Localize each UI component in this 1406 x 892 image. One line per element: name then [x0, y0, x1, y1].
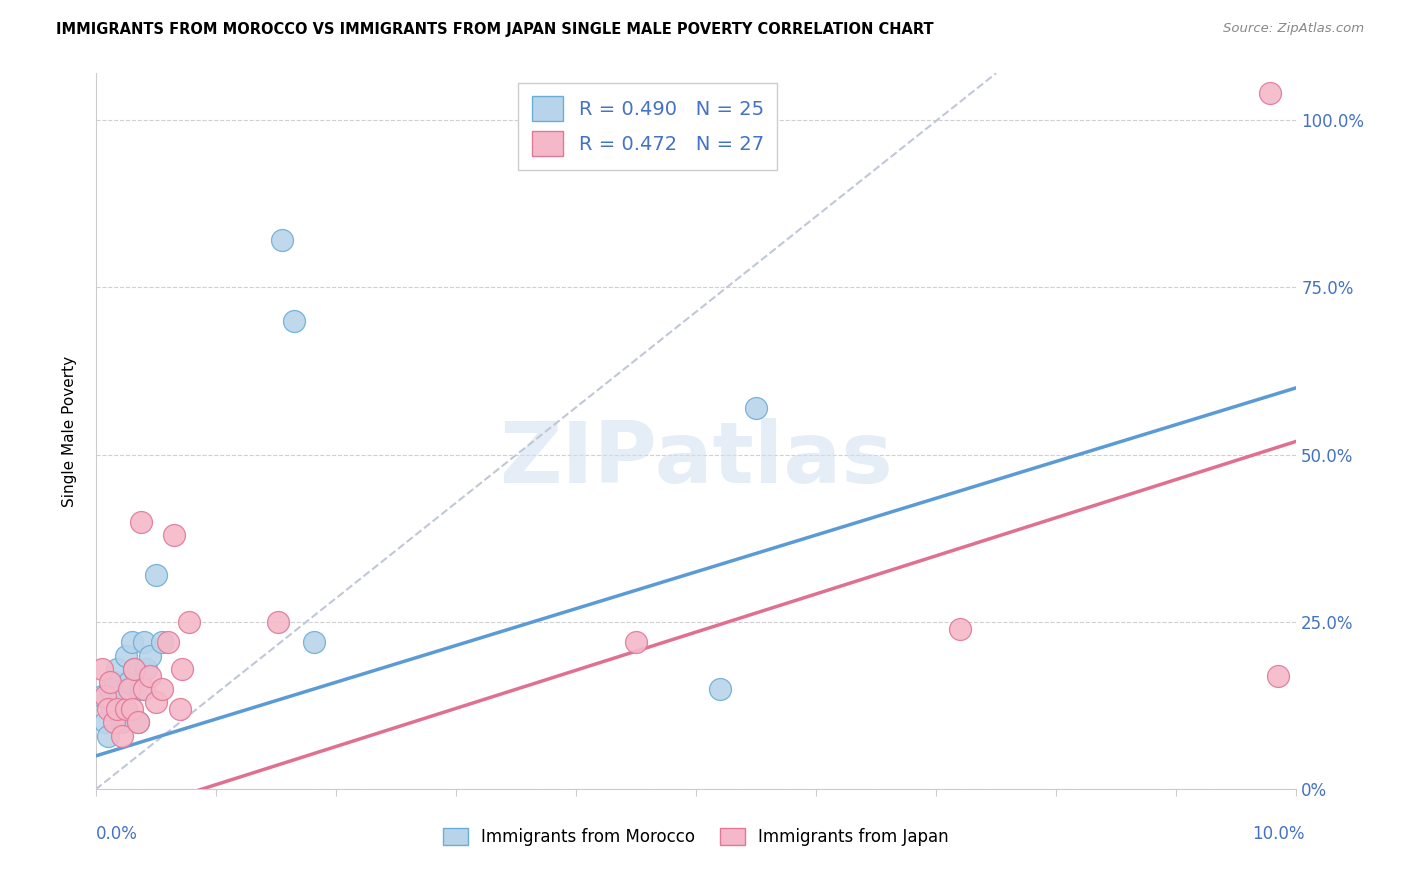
Point	[709, 681, 731, 696]
Point	[105, 702, 128, 716]
Point	[145, 695, 167, 709]
Point	[111, 729, 134, 743]
Point	[114, 702, 136, 716]
Point	[132, 635, 155, 649]
Point	[94, 715, 117, 730]
Point	[624, 635, 647, 649]
Point	[156, 635, 179, 649]
Point	[267, 615, 290, 629]
Point	[179, 615, 201, 629]
Text: 0.0%: 0.0%	[96, 825, 138, 843]
Point	[98, 675, 121, 690]
Point	[1267, 668, 1289, 682]
Y-axis label: Single Male Poverty: Single Male Poverty	[62, 356, 77, 507]
Point	[103, 715, 125, 730]
Point	[121, 635, 143, 649]
Point	[104, 675, 127, 690]
Point	[129, 515, 152, 529]
Point	[114, 648, 136, 663]
Point	[150, 681, 173, 696]
Point	[138, 668, 160, 682]
Text: Source: ZipAtlas.com: Source: ZipAtlas.com	[1223, 22, 1364, 36]
Point	[94, 689, 117, 703]
Point	[97, 702, 120, 716]
Point	[121, 702, 143, 716]
Point	[145, 568, 167, 582]
Point	[163, 528, 186, 542]
Point	[118, 675, 141, 690]
Point	[1258, 87, 1281, 101]
Point	[129, 681, 152, 696]
Point	[111, 715, 134, 730]
Point	[90, 689, 112, 703]
Point	[122, 662, 145, 676]
Point	[270, 234, 292, 248]
Text: IMMIGRANTS FROM MOROCCO VS IMMIGRANTS FROM JAPAN SINGLE MALE POVERTY CORRELATION: IMMIGRANTS FROM MOROCCO VS IMMIGRANTS FR…	[56, 22, 934, 37]
Point	[170, 662, 193, 676]
Text: 10.0%: 10.0%	[1253, 825, 1305, 843]
Point	[138, 648, 160, 663]
Point	[302, 635, 325, 649]
Point	[97, 729, 120, 743]
Point	[949, 622, 972, 636]
Point	[745, 401, 768, 415]
Point	[127, 715, 149, 730]
Legend: Immigrants from Morocco, Immigrants from Japan: Immigrants from Morocco, Immigrants from…	[436, 822, 956, 853]
Point	[122, 662, 145, 676]
Point	[127, 715, 149, 730]
Point	[169, 702, 191, 716]
Point	[98, 681, 121, 696]
Point	[101, 702, 124, 716]
Point	[90, 662, 112, 676]
Text: ZIPatlas: ZIPatlas	[499, 418, 893, 501]
Point	[150, 635, 173, 649]
Point	[105, 662, 128, 676]
Point	[132, 681, 155, 696]
Point	[118, 681, 141, 696]
Point	[135, 662, 157, 676]
Point	[283, 314, 305, 328]
Point	[108, 689, 131, 703]
